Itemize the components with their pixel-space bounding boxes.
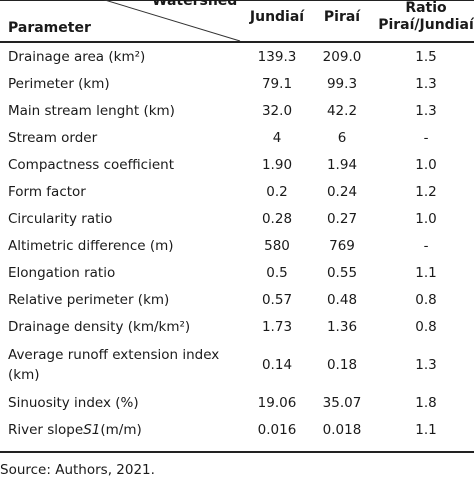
bottom-rule — [0, 451, 474, 453]
pirai-cell: 769 — [329, 237, 355, 254]
table-row: Perimeter (km) 79.1 99.3 1.3 — [0, 70, 474, 97]
header-pirai: Piraí — [323, 9, 361, 25]
pirai-cell: 0.18 — [326, 356, 358, 373]
parameter-cell: Compactness coefficient — [8, 156, 174, 173]
table-row: Elongation ratio 0.5 0.55 1.1 — [0, 259, 474, 286]
ratio-cell: 1.3 — [415, 75, 437, 92]
jundiai-cell: 0.28 — [261, 210, 293, 227]
table-row: Drainage area (km²) 139.3 209.0 1.5 — [0, 43, 474, 70]
pirai-cell: 0.27 — [326, 210, 358, 227]
pirai-cell: 0.55 — [326, 264, 358, 281]
parameter-cell: Form factor — [8, 183, 86, 200]
ratio-cell: 0.8 — [415, 291, 437, 308]
jundiai-cell: 0.14 — [261, 356, 293, 373]
table-row: Average runoff extension index (km) 0.14… — [0, 340, 474, 389]
header-ratio-line2: Piraí/Jundiaí — [378, 17, 474, 33]
slope-symbol: S1 — [83, 421, 101, 438]
header-watershed: Watershed — [152, 0, 238, 9]
parameter-cell: Drainage density (km/km²) — [8, 318, 191, 335]
parameter-cell: Main stream lenght (km) — [8, 102, 175, 119]
source-note: Source: Authors, 2021. — [0, 462, 155, 478]
parameter-cell: Perimeter (km) — [8, 75, 110, 92]
table-row: Circularity ratio 0.28 0.27 1.0 — [0, 205, 474, 232]
ratio-cell: 1.2 — [415, 183, 437, 200]
pirai-cell: 99.3 — [326, 75, 358, 92]
parameter-cell: Drainage area (km²) — [8, 48, 146, 65]
pirai-cell: 209.0 — [322, 48, 362, 65]
ratio-cell: 0.8 — [415, 318, 437, 335]
jundiai-cell: 79.1 — [261, 75, 293, 92]
table-row: River slope S1 (m/m) 0.016 0.018 1.1 — [0, 416, 474, 443]
parameter-cell: Sinuosity index (%) — [8, 394, 139, 411]
parameter-cell: Average runoff extension index (km) — [8, 346, 220, 383]
ratio-cell: 1.1 — [415, 264, 437, 281]
jundiai-cell: 1.90 — [261, 156, 293, 173]
pirai-cell: 1.36 — [326, 318, 358, 335]
jundiai-cell: 0.2 — [266, 183, 288, 200]
header-ratio: Ratio Piraí/Jundiaí — [378, 0, 474, 34]
ratio-cell: - — [423, 129, 429, 146]
ratio-cell: 1.5 — [415, 48, 437, 65]
pirai-cell: 6 — [337, 129, 347, 146]
ratio-cell: 1.8 — [415, 394, 437, 411]
pirai-cell: 0.24 — [326, 183, 358, 200]
table-row: Form factor 0.2 0.24 1.2 — [0, 178, 474, 205]
jundiai-cell: 139.3 — [257, 48, 297, 65]
jundiai-cell: 580 — [264, 237, 290, 254]
parameter-cell: Stream order — [8, 129, 98, 146]
jundiai-cell: 0.5 — [266, 264, 288, 281]
parameter-cell: Relative perimeter (km) — [8, 291, 170, 308]
header-jundiai: Jundiaí — [249, 9, 305, 25]
jundiai-cell: 4 — [272, 129, 282, 146]
jundiai-cell: 19.06 — [257, 394, 297, 411]
ratio-cell: - — [423, 237, 429, 254]
parameter-cell: Elongation ratio — [8, 264, 116, 281]
table-row: Sinuosity index (%) 19.06 35.07 1.8 — [0, 389, 474, 416]
parameter-cell: Circularity ratio — [8, 210, 113, 227]
ratio-cell: 1.3 — [415, 102, 437, 119]
jundiai-cell: 0.57 — [261, 291, 293, 308]
parameter-cell: Altimetric difference (m) — [8, 237, 174, 254]
header-rule — [0, 41, 474, 43]
table-row: Altimetric difference (m) 580 769 - — [0, 232, 474, 259]
pirai-cell: 0.48 — [326, 291, 358, 308]
table-row: Relative perimeter (km) 0.57 0.48 0.8 — [0, 286, 474, 313]
table-row: Main stream lenght (km) 32.0 42.2 1.3 — [0, 97, 474, 124]
header-diagonal-line — [103, 0, 241, 42]
header-ratio-line1: Ratio — [405, 0, 447, 16]
ratio-cell: 1.0 — [415, 156, 437, 173]
parameter-cell: River slope S1 (m/m) — [8, 421, 142, 438]
pirai-cell: 42.2 — [326, 102, 358, 119]
table-row: Compactness coefficient 1.90 1.94 1.0 — [0, 151, 474, 178]
pirai-cell: 35.07 — [322, 394, 362, 411]
jundiai-cell: 0.016 — [257, 421, 297, 438]
header-parameter: Parameter — [8, 20, 91, 36]
ratio-cell: 1.3 — [415, 356, 437, 373]
ratio-cell: 1.0 — [415, 210, 437, 227]
jundiai-cell: 1.73 — [261, 318, 293, 335]
table-body: Drainage area (km²) 139.3 209.0 1.5 Peri… — [0, 43, 474, 443]
table-row: Stream order 4 6 - — [0, 124, 474, 151]
jundiai-cell: 32.0 — [261, 102, 293, 119]
ratio-cell: 1.1 — [415, 421, 437, 438]
pirai-cell: 0.018 — [322, 421, 362, 438]
top-rule — [0, 0, 474, 1]
pirai-cell: 1.94 — [326, 156, 358, 173]
table-row: Drainage density (km/km²) 1.73 1.36 0.8 — [0, 313, 474, 340]
